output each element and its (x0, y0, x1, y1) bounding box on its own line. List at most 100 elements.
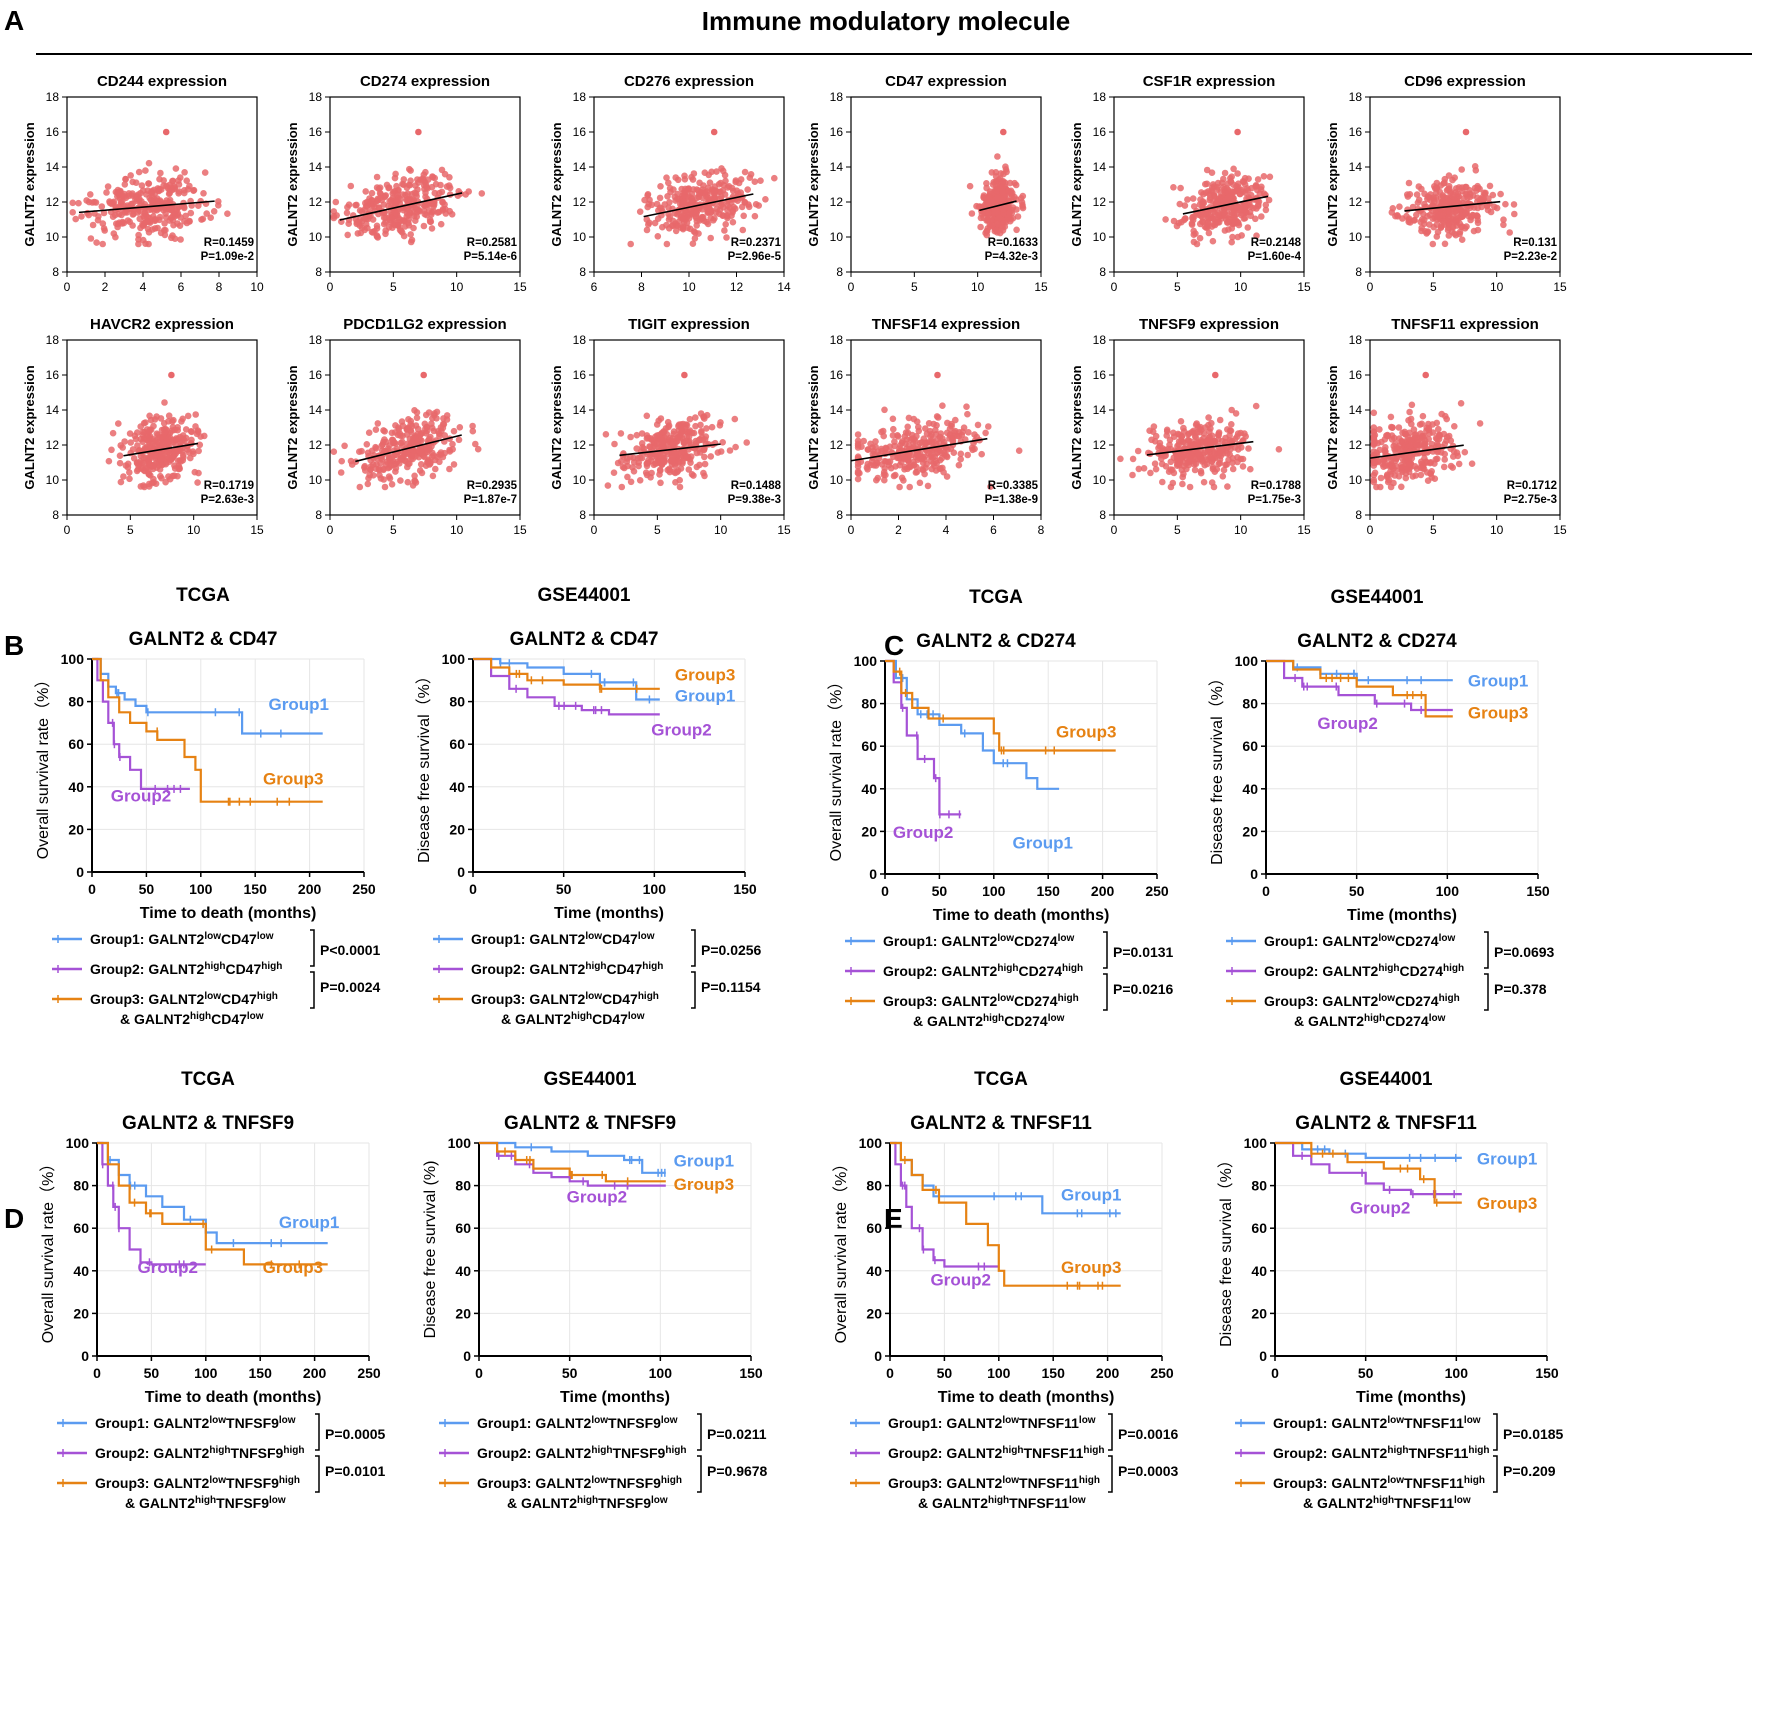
scatter-point (383, 181, 391, 189)
legend-entry-3b: & GALNT2highCD274low (1294, 1013, 1446, 1030)
scatter-point (1406, 443, 1414, 450)
scatter-point (680, 199, 688, 207)
legend-entry-2: Group2: GALNT2highCD274high (1264, 963, 1464, 980)
scatter-point (1150, 423, 1158, 430)
y-tick-label: 8 (1355, 508, 1362, 522)
legend-entry-2: Group2: GALNT2highTNFSF11high (888, 1445, 1104, 1462)
scatter-point (203, 210, 210, 217)
scatter-point (672, 227, 680, 235)
plots-layer: CD244 expression GALNT2 expression 8 10 12 14… (22, 73, 1567, 1511)
scatter-point (396, 460, 403, 467)
survival-title: GALNT2 & CD274 (1297, 631, 1457, 652)
scatter-point (439, 198, 446, 205)
p-value: P=2.96e-5 (728, 251, 782, 263)
scatter-point (146, 206, 153, 214)
scatter-point (184, 412, 192, 420)
scatter-point (734, 197, 741, 204)
scatter-y-label: GALNT2 expression (549, 365, 564, 489)
scatter-point (1215, 430, 1222, 438)
x-tick-label: 50 (139, 881, 155, 897)
scatter-plot-5: CSF1R expression GALNT2 expression 8 10 12 14… (1069, 73, 1311, 294)
y-tick-label: 12 (1093, 195, 1107, 209)
scatter-point (474, 445, 482, 453)
scatter-point (1167, 483, 1175, 491)
p-value: P=9.38e-3 (728, 494, 781, 506)
scatter-point (1019, 192, 1027, 200)
x-tick-label: 100 (987, 1365, 1011, 1381)
scatter-title: TNFSF9 expression (1139, 316, 1279, 333)
y-tick-label: 12 (309, 438, 323, 452)
scatter-point (1486, 182, 1494, 190)
scatter-point (643, 226, 651, 234)
scatter-point (1441, 450, 1448, 458)
y-tick-label: 20 (68, 821, 84, 837)
scatter-point (424, 458, 432, 465)
cohort-title: TCGA (176, 585, 230, 606)
scatter-point (1175, 438, 1183, 445)
scatter-point (1474, 194, 1481, 201)
x-tick-label: 0 (848, 280, 855, 294)
scatter-point (1423, 230, 1430, 237)
scatter-point (1436, 212, 1443, 219)
scatter-point (411, 407, 418, 414)
scatter-point (1395, 424, 1403, 431)
scatter-point (164, 448, 172, 456)
scatter-point (686, 427, 694, 434)
group-label-3: Group3 (674, 1175, 734, 1194)
scatter-point (411, 472, 418, 480)
p-bracket-2 (1484, 973, 1489, 1011)
scatter-point (157, 169, 164, 177)
scatter-point (1239, 205, 1246, 213)
scatter-point (93, 239, 100, 246)
y-tick-label: 40 (73, 1263, 89, 1279)
group-label-2: Group2 (1317, 714, 1377, 733)
scatter-point (1190, 203, 1198, 210)
scatter-point (179, 451, 187, 459)
scatter-point (610, 469, 618, 477)
group-label-2: Group2 (567, 1188, 627, 1207)
scatter-point (1230, 165, 1237, 173)
x-tick-label: 50 (556, 881, 572, 897)
scatter-point (921, 439, 929, 447)
r-value: R=0.3385 (988, 480, 1039, 492)
scatter-point (1013, 226, 1020, 234)
x-tick-label: 15 (513, 523, 527, 537)
scatter-point (1175, 219, 1183, 227)
scatter-point (878, 428, 885, 436)
scatter-point (201, 432, 208, 440)
scatter-point (1196, 234, 1204, 242)
scatter-point (912, 438, 919, 445)
scatter-point (1206, 194, 1214, 202)
scatter-point (854, 463, 862, 470)
x-tick-label: 100 (643, 881, 667, 897)
scatter-point (1230, 207, 1237, 214)
x-tick-label: 15 (1553, 280, 1567, 294)
scatter-point (176, 433, 184, 441)
scatter-point (414, 425, 422, 433)
survival-legend: Group1: GALNT2lowTNFSF11low Group2: GALNT… (850, 1413, 1179, 1511)
scatter-point (700, 182, 707, 189)
p-bracket-2 (691, 971, 696, 1009)
scatter-point (1166, 441, 1173, 449)
scatter-point (105, 457, 113, 465)
regression-line (1182, 195, 1269, 215)
y-tick-label: 10 (1093, 230, 1107, 244)
legend-entry-3: Group3: GALNT2lowCD47high (90, 991, 278, 1008)
scatter-point (664, 193, 671, 200)
x-tick-label: 5 (1174, 280, 1181, 294)
scatter-point (910, 415, 918, 423)
km-curve-group2 (479, 1141, 666, 1187)
scatter-point (1162, 216, 1169, 223)
scatter-points (854, 371, 1023, 491)
scatter-point (999, 178, 1007, 185)
scatter-point (1406, 429, 1413, 437)
y-tick-label: 18 (309, 90, 323, 104)
scatter-point (989, 181, 997, 188)
x-tick-label: 10 (1234, 523, 1248, 537)
scatter-point (1255, 198, 1263, 205)
scatter-title: TNFSF11 expression (1391, 316, 1539, 333)
scatter-point (701, 436, 709, 443)
scatter-point (1434, 228, 1442, 236)
scatter-point (182, 212, 189, 220)
